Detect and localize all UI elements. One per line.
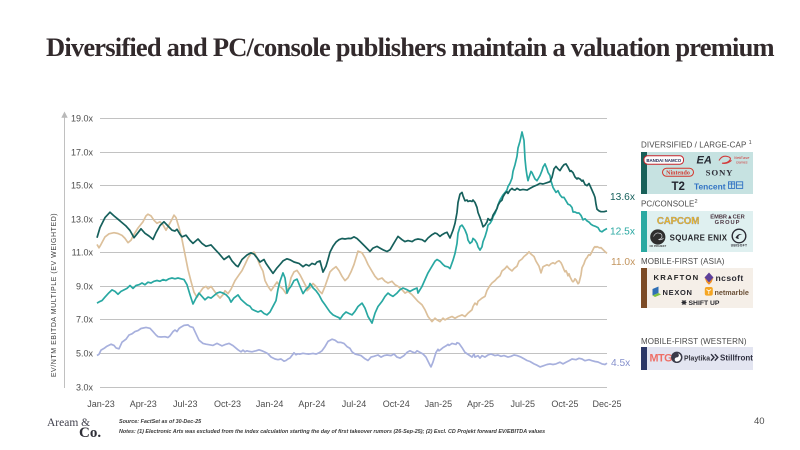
svg-text:17.0x: 17.0x xyxy=(71,148,94,158)
svg-text:SQUARE ENIX: SQUARE ENIX xyxy=(670,234,728,243)
svg-text:Apr-23: Apr-23 xyxy=(130,399,157,409)
svg-text:CAPCOM: CAPCOM xyxy=(657,216,699,227)
svg-text:7.0x: 7.0x xyxy=(76,315,94,325)
svg-text:NetEase: NetEase xyxy=(734,155,750,160)
svg-text:Oct-25: Oct-25 xyxy=(551,399,578,409)
svg-text:Jul-23: Jul-23 xyxy=(173,399,198,409)
svg-text:EV/NTM EBITDA MULTIPLE (EV WEI: EV/NTM EBITDA MULTIPLE (EV WEIGHTED) xyxy=(51,213,58,377)
svg-text:ncsoft: ncsoft xyxy=(716,273,744,283)
svg-text:Apr-25: Apr-25 xyxy=(467,399,494,409)
svg-text:19.0x: 19.0x xyxy=(71,114,94,124)
svg-text:12.5x: 12.5x xyxy=(610,227,635,238)
svg-text:11.0x: 11.0x xyxy=(72,248,94,258)
svg-text:13.0x: 13.0x xyxy=(71,215,94,225)
svg-text:Playtika: Playtika xyxy=(684,355,710,362)
svg-text:3.0x: 3.0x xyxy=(76,383,94,393)
svg-text:EMBR▲CER: EMBR▲CER xyxy=(710,215,744,221)
svg-text:®: ® xyxy=(712,213,715,217)
svg-text:4.5x: 4.5x xyxy=(611,358,630,369)
svg-text:Jan-23: Jan-23 xyxy=(87,399,115,409)
svg-text:Jul-25: Jul-25 xyxy=(510,399,535,409)
svg-text:11.0x: 11.0x xyxy=(611,257,635,268)
svg-text:Nintendo: Nintendo xyxy=(666,171,690,177)
svg-text:Stillfront: Stillfront xyxy=(720,354,753,363)
svg-text:15.0x: 15.0x xyxy=(71,181,94,191)
svg-text:GROUP: GROUP xyxy=(715,220,741,226)
svg-text:Dec-25: Dec-25 xyxy=(592,399,621,409)
svg-text:9.0x: 9.0x xyxy=(76,282,94,292)
svg-text:Apr-24: Apr-24 xyxy=(298,399,325,409)
svg-text:Oct-23: Oct-23 xyxy=(214,399,241,409)
svg-text:Jul-24: Jul-24 xyxy=(342,399,367,409)
svg-text:NEXON: NEXON xyxy=(663,288,693,297)
svg-text:Jan-24: Jan-24 xyxy=(256,399,284,409)
svg-text:netmarble: netmarble xyxy=(715,288,749,297)
svg-text:MTG: MTG xyxy=(650,352,673,364)
svg-text:EA: EA xyxy=(697,155,712,167)
svg-text:T2: T2 xyxy=(672,181,685,193)
svg-text:SONY: SONY xyxy=(706,168,734,178)
svg-text:Oct-24: Oct-24 xyxy=(383,399,410,409)
svg-text:CD PROJEKT: CD PROJEKT xyxy=(649,244,666,248)
svg-text:SHIFT UP: SHIFT UP xyxy=(689,300,720,307)
svg-text:Jan-25: Jan-25 xyxy=(425,399,453,409)
svg-text:BANDAI NAMCO: BANDAI NAMCO xyxy=(646,158,681,163)
svg-text:UBISOFT: UBISOFT xyxy=(731,244,748,248)
svg-text:KRAFTON: KRAFTON xyxy=(654,273,700,282)
svg-text:13.6x: 13.6x xyxy=(610,192,635,203)
svg-text:Tencent: Tencent xyxy=(694,181,726,191)
svg-text:Games: Games xyxy=(736,160,748,164)
svg-text:5.0x: 5.0x xyxy=(76,349,94,359)
